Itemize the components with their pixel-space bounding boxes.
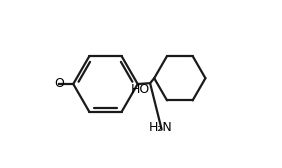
Text: HO: HO	[131, 83, 150, 96]
Text: O: O	[54, 77, 64, 91]
Text: H₂N: H₂N	[149, 121, 173, 134]
